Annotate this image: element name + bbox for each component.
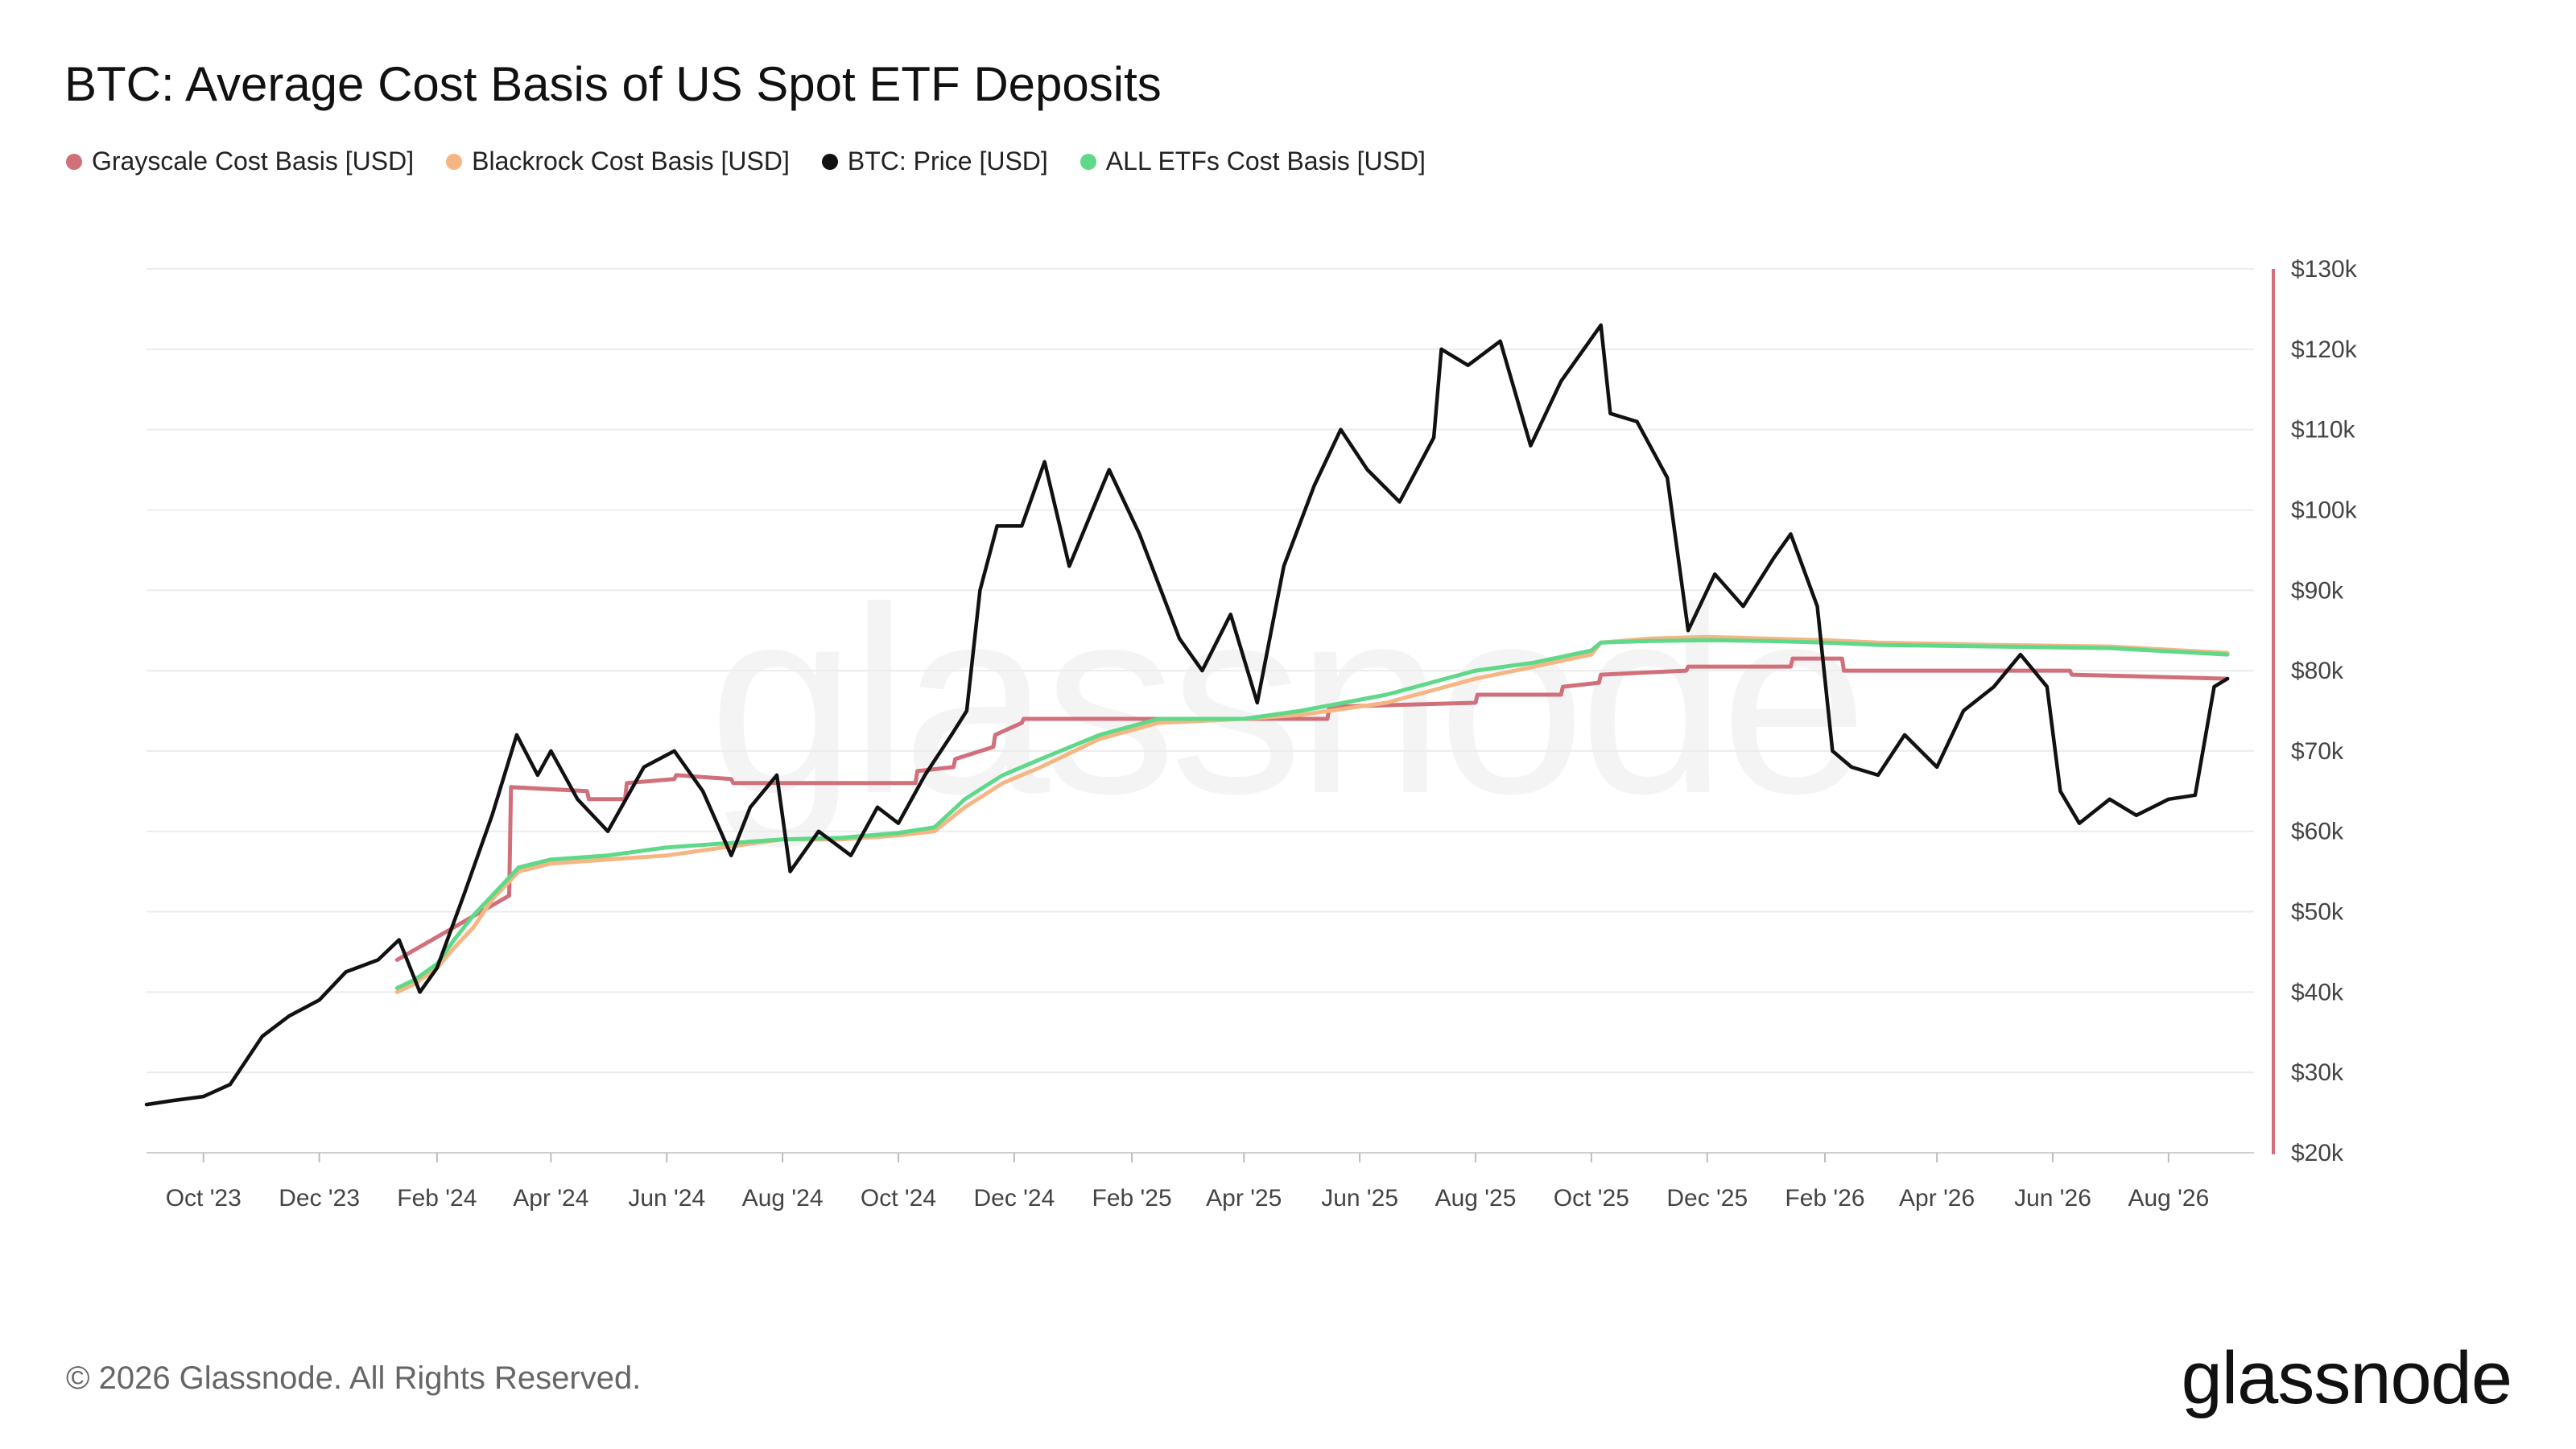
x-tick-label: Jun '24 — [628, 1185, 705, 1212]
y-tick-label: $50k — [2291, 899, 2344, 926]
chart-legend: Grayscale Cost Basis [USD] Blackrock Cost… — [66, 147, 1426, 176]
x-axis: Oct '23 Dec '23 Feb '24 Apr '24 Jun '24 Aug '… — [147, 1152, 2254, 1212]
x-tick-label: Aug '26 — [2128, 1185, 2209, 1212]
legend-item[interactable]: Blackrock Cost Basis [USD] — [446, 147, 790, 176]
x-tick-label: Apr '25 — [1206, 1185, 1282, 1212]
grid-lines — [147, 268, 2254, 1154]
legend-label: ALL ETFs Cost Basis [USD] — [1105, 147, 1426, 175]
legend-item[interactable]: BTC: Price [USD] — [821, 147, 1048, 176]
y-tick-label: $60k — [2291, 819, 2344, 845]
x-tick-label: Feb '26 — [1785, 1185, 1864, 1212]
series-lines — [144, 323, 2230, 1107]
x-tick-label: Oct '23 — [166, 1185, 242, 1212]
legend-item[interactable]: Grayscale Cost Basis [USD] — [66, 147, 414, 176]
y-tick-label: $70k — [2291, 738, 2344, 765]
series-line-all — [394, 638, 2230, 990]
series-line-blackrock — [394, 634, 2230, 994]
chart-title: BTC: Average Cost Basis of US Spot ETF D… — [64, 57, 1162, 111]
copyright-text: © 2026 Glassnode. All Rights Reserved. — [66, 1360, 642, 1396]
y-tick-label: $100k — [2291, 497, 2358, 523]
y-tick-label: $30k — [2291, 1059, 2344, 1086]
legend-label: BTC: Price [USD] — [847, 147, 1048, 175]
x-tick-label: Feb '24 — [397, 1185, 477, 1212]
y-tick-label: $90k — [2291, 577, 2344, 604]
x-tick-label: Oct '25 — [1554, 1185, 1629, 1212]
legend-label: Blackrock Cost Basis [USD] — [472, 147, 790, 175]
x-tick-label: Jun '26 — [2014, 1185, 2091, 1212]
x-tick-label: Aug '25 — [1435, 1185, 1517, 1212]
y-tick-label: $20k — [2291, 1140, 2344, 1166]
legend-dot-icon — [446, 153, 463, 170]
legend-dot-icon — [1080, 153, 1096, 170]
x-tick-label: Dec '23 — [279, 1185, 360, 1212]
y-tick-label: $40k — [2291, 979, 2344, 1005]
y-tick-label: $80k — [2291, 658, 2344, 684]
x-tick-label: Feb '25 — [1092, 1185, 1172, 1212]
x-tick-label: Apr '26 — [1899, 1185, 1975, 1212]
x-tick-label: Jun '25 — [1321, 1185, 1398, 1212]
legend-dot-icon — [66, 153, 82, 170]
brand-logo[interactable]: glassnode — [2181, 1337, 2512, 1419]
y-axis: $130k $120k $110k $100k $90k $80k $70k $60k $50k… — [2272, 256, 2358, 1166]
series-line-btc — [144, 323, 2230, 1107]
x-tick-label: Dec '25 — [1666, 1185, 1748, 1212]
y-tick-label: $110k — [2291, 417, 2356, 444]
series-line-grayscale — [394, 656, 2230, 962]
x-tick-label: Dec '24 — [973, 1185, 1055, 1212]
legend-item[interactable]: ALL ETFs Cost Basis [USD] — [1080, 147, 1426, 176]
y-tick-label: $120k — [2291, 336, 2358, 363]
x-tick-label: Aug '24 — [742, 1185, 824, 1212]
x-tick-label: Oct '24 — [861, 1185, 936, 1212]
y-tick-label: $130k — [2291, 256, 2358, 283]
legend-dot-icon — [821, 153, 838, 170]
legend-label: Grayscale Cost Basis [USD] — [92, 147, 415, 175]
x-tick-label: Apr '24 — [513, 1185, 588, 1212]
